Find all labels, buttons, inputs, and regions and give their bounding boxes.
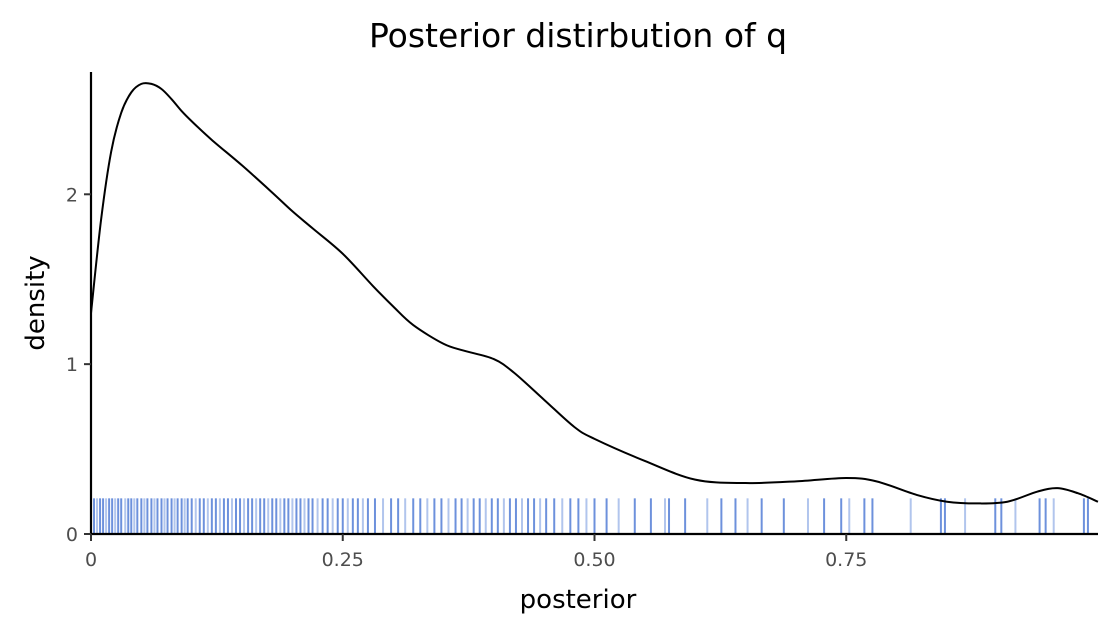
rug-layer xyxy=(93,498,1089,533)
y-tick-label: 2 xyxy=(66,184,78,206)
x-tick-label: 0.25 xyxy=(322,549,364,571)
x-ticks: 0 0.25 0.50 0.75 xyxy=(85,534,867,571)
y-axis-title: density xyxy=(21,255,51,350)
x-tick-label: 0 xyxy=(85,549,97,571)
density-curve xyxy=(90,82,1099,505)
x-tick-label: 0.75 xyxy=(825,549,867,571)
axes-layer xyxy=(89,72,1098,536)
chart-title: Posterior distirbution of q xyxy=(369,16,787,55)
y-tick-label: 1 xyxy=(66,354,78,376)
x-axis-title: posterior xyxy=(520,585,637,615)
density-layer xyxy=(90,82,1099,505)
y-tick-label: 0 xyxy=(66,524,78,546)
y-ticks: 0 1 2 xyxy=(66,184,91,546)
x-tick-label: 0.50 xyxy=(573,549,615,571)
